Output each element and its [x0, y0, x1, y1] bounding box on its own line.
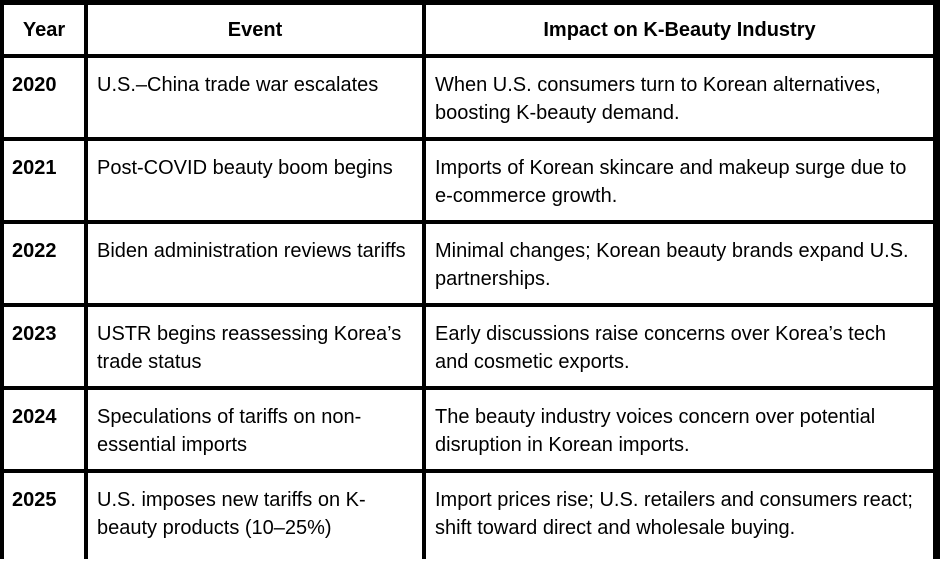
row-2021-year: 2021	[4, 141, 84, 220]
row-2025-year: 2025	[4, 473, 84, 564]
header-year: Year	[4, 5, 84, 54]
header-event: Event	[88, 5, 422, 54]
row-2020-year: 2020	[4, 58, 84, 137]
row-2025-impact: Import prices rise; U.S. retailers and c…	[426, 473, 933, 564]
row-2023-event: USTR begins reassessing Korea’s trade st…	[88, 307, 422, 386]
row-2020-impact: When U.S. consumers turn to Korean alter…	[426, 58, 933, 137]
row-2023-impact: Early discussions raise concerns over Ko…	[426, 307, 933, 386]
row-2024-impact: The beauty industry voices concern over …	[426, 390, 933, 469]
header-impact: Impact on K-Beauty Industry	[426, 5, 933, 54]
row-2025-event: U.S. imposes new tariffs on K-beauty pro…	[88, 473, 422, 564]
row-2022-event: Biden administration reviews tariffs	[88, 224, 422, 303]
row-2020-event: U.S.–China trade war escalates	[88, 58, 422, 137]
row-2023-year: 2023	[4, 307, 84, 386]
row-2024-event: Speculations of tariffs on non-essential…	[88, 390, 422, 469]
row-2024-year: 2024	[4, 390, 84, 469]
row-2021-impact: Imports of Korean skincare and makeup su…	[426, 141, 933, 220]
row-2021-event: Post-COVID beauty boom begins	[88, 141, 422, 220]
row-2022-impact: Minimal changes; Korean beauty brands ex…	[426, 224, 933, 303]
row-2022-year: 2022	[4, 224, 84, 303]
